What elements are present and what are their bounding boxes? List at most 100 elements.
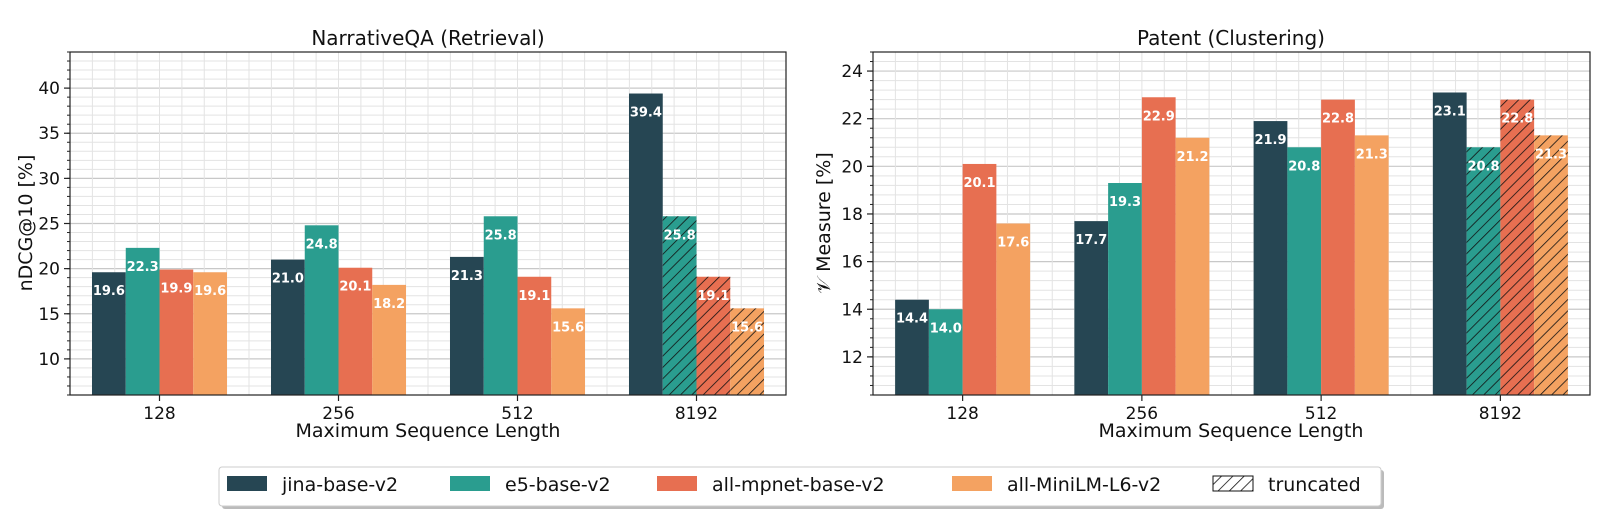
chart-patent: Patent (Clustering) 14.4 17.7 21.9 23.1 14.0… [813, 26, 1591, 442]
bar-hatch [696, 276, 731, 395]
bar [92, 272, 126, 395]
chart-narrativeqa: NarrativeQA (Retrieval) 19.6 21.0 21.3 39.4… [15, 26, 787, 442]
data-label: 21.0 [272, 272, 304, 287]
x-tick-label: 8192 [675, 404, 718, 424]
data-label: 15.6 [731, 320, 763, 335]
bar [551, 308, 585, 395]
bar-hatch [1466, 147, 1501, 395]
bar [271, 259, 305, 395]
y-tick-label: 25 [38, 215, 60, 235]
data-label: 20.1 [339, 280, 371, 295]
data-label: 20.1 [963, 176, 995, 191]
y-tick-label: 15 [38, 305, 60, 325]
data-label: 25.8 [485, 228, 517, 243]
chart-1-title: NarrativeQA (Retrieval) [311, 26, 544, 50]
y-tick-label: 22 [841, 110, 863, 130]
legend-swatch [227, 476, 267, 491]
x-tick-label: 512 [501, 404, 533, 424]
legend-swatch [450, 476, 490, 491]
data-label: 19.9 [160, 282, 192, 297]
y-tick-label: 12 [841, 348, 863, 368]
chart-2-y-axis-label: 𝒱 Measure [%] [813, 152, 835, 294]
legend-label: jina-base-v2 [281, 474, 398, 496]
bar [125, 247, 160, 395]
y-tick-label: 24 [841, 62, 863, 82]
chart-1-x-axis-label: Maximum Sequence Length [296, 420, 561, 442]
bar [962, 163, 997, 395]
data-label: 21.3 [1356, 147, 1388, 162]
bar [1175, 137, 1210, 395]
y-tick-label: 20 [841, 157, 863, 177]
data-label: 21.2 [1176, 150, 1208, 165]
data-label: 19.3 [1109, 195, 1141, 210]
bar [1141, 97, 1176, 395]
data-label: 21.3 [1535, 147, 1567, 162]
data-label: 25.8 [664, 228, 696, 243]
bar-hatch [662, 216, 697, 395]
data-label: 17.7 [1075, 233, 1107, 248]
bar [159, 269, 194, 395]
y-tick-label: 35 [38, 124, 60, 144]
data-label: 14.4 [896, 312, 928, 327]
legend-label: all-MiniLM-L6-v2 [1007, 474, 1161, 496]
data-label: 22.8 [1322, 112, 1354, 127]
x-tick-label: 512 [1305, 404, 1337, 424]
data-label: 22.9 [1143, 109, 1175, 124]
data-label: 20.8 [1467, 159, 1499, 174]
bar-hatch [730, 308, 764, 395]
x-tick-label: 8192 [1479, 404, 1522, 424]
y-tick-label: 10 [38, 350, 60, 370]
bar [1321, 99, 1355, 395]
legend-swatch [952, 476, 992, 491]
bar [450, 256, 484, 395]
y-tick-label: 18 [841, 205, 863, 225]
y-tick-label: 20 [38, 260, 60, 280]
chart-1-bars: 19.6 21.0 21.3 39.4 22.3 24.8 25.8 25.8 19.9 20.1… [92, 93, 764, 395]
bar [895, 299, 929, 395]
y-tick-label: 16 [841, 253, 863, 273]
y-tick-label: 40 [38, 79, 60, 99]
bar-hatch [1500, 99, 1535, 395]
data-label: 18.2 [373, 297, 405, 312]
data-label: 20.8 [1288, 159, 1320, 174]
bar [372, 284, 406, 395]
legend-label: e5-base-v2 [505, 474, 611, 496]
bar [1108, 183, 1142, 395]
bar [629, 93, 663, 395]
chart-2-x-axis-label: Maximum Sequence Length [1099, 420, 1364, 442]
data-label: 19.1 [697, 289, 729, 304]
bar [338, 267, 373, 395]
bar [1253, 121, 1288, 395]
bar [1287, 147, 1322, 395]
chart-2-axes: 12 14 16 18 20 22 24 128 256 512 8192 [841, 51, 1591, 424]
legend-hatch-swatch [1212, 475, 1254, 492]
data-label: 23.1 [1434, 104, 1466, 119]
legend-label: all-mpnet-base-v2 [712, 474, 885, 496]
x-tick-label: 128 [946, 404, 978, 424]
x-tick-label: 256 [1126, 404, 1158, 424]
legend-label: truncated [1268, 474, 1361, 496]
legend-frame [218, 466, 1382, 507]
y-tick-label: 14 [841, 300, 863, 320]
bar [193, 272, 227, 395]
data-label: 24.8 [306, 237, 338, 252]
data-label: 21.3 [451, 269, 483, 284]
x-tick-label: 128 [143, 404, 175, 424]
bar [1354, 135, 1389, 396]
y-tick-label: 30 [38, 169, 60, 189]
bar [483, 216, 518, 395]
bar [517, 276, 552, 395]
data-label: 19.6 [93, 284, 125, 299]
chart-1-y-axis-label: nDCG@10 [%] [15, 155, 37, 292]
data-label: 21.9 [1254, 133, 1286, 148]
x-tick-label: 256 [322, 404, 354, 424]
bar [996, 223, 1031, 395]
data-label: 15.6 [552, 320, 584, 335]
chart-2-title: Patent (Clustering) [1137, 26, 1325, 50]
bar [1432, 92, 1467, 396]
legend-swatch [657, 476, 697, 491]
legend-items: jina-base-v2 e5-base-v2 all-mpnet-base-v2 a… [227, 474, 1361, 496]
data-label: 19.1 [518, 289, 550, 304]
legend: jina-base-v2 e5-base-v2 all-mpnet-base-v2 a… [218, 466, 1384, 509]
